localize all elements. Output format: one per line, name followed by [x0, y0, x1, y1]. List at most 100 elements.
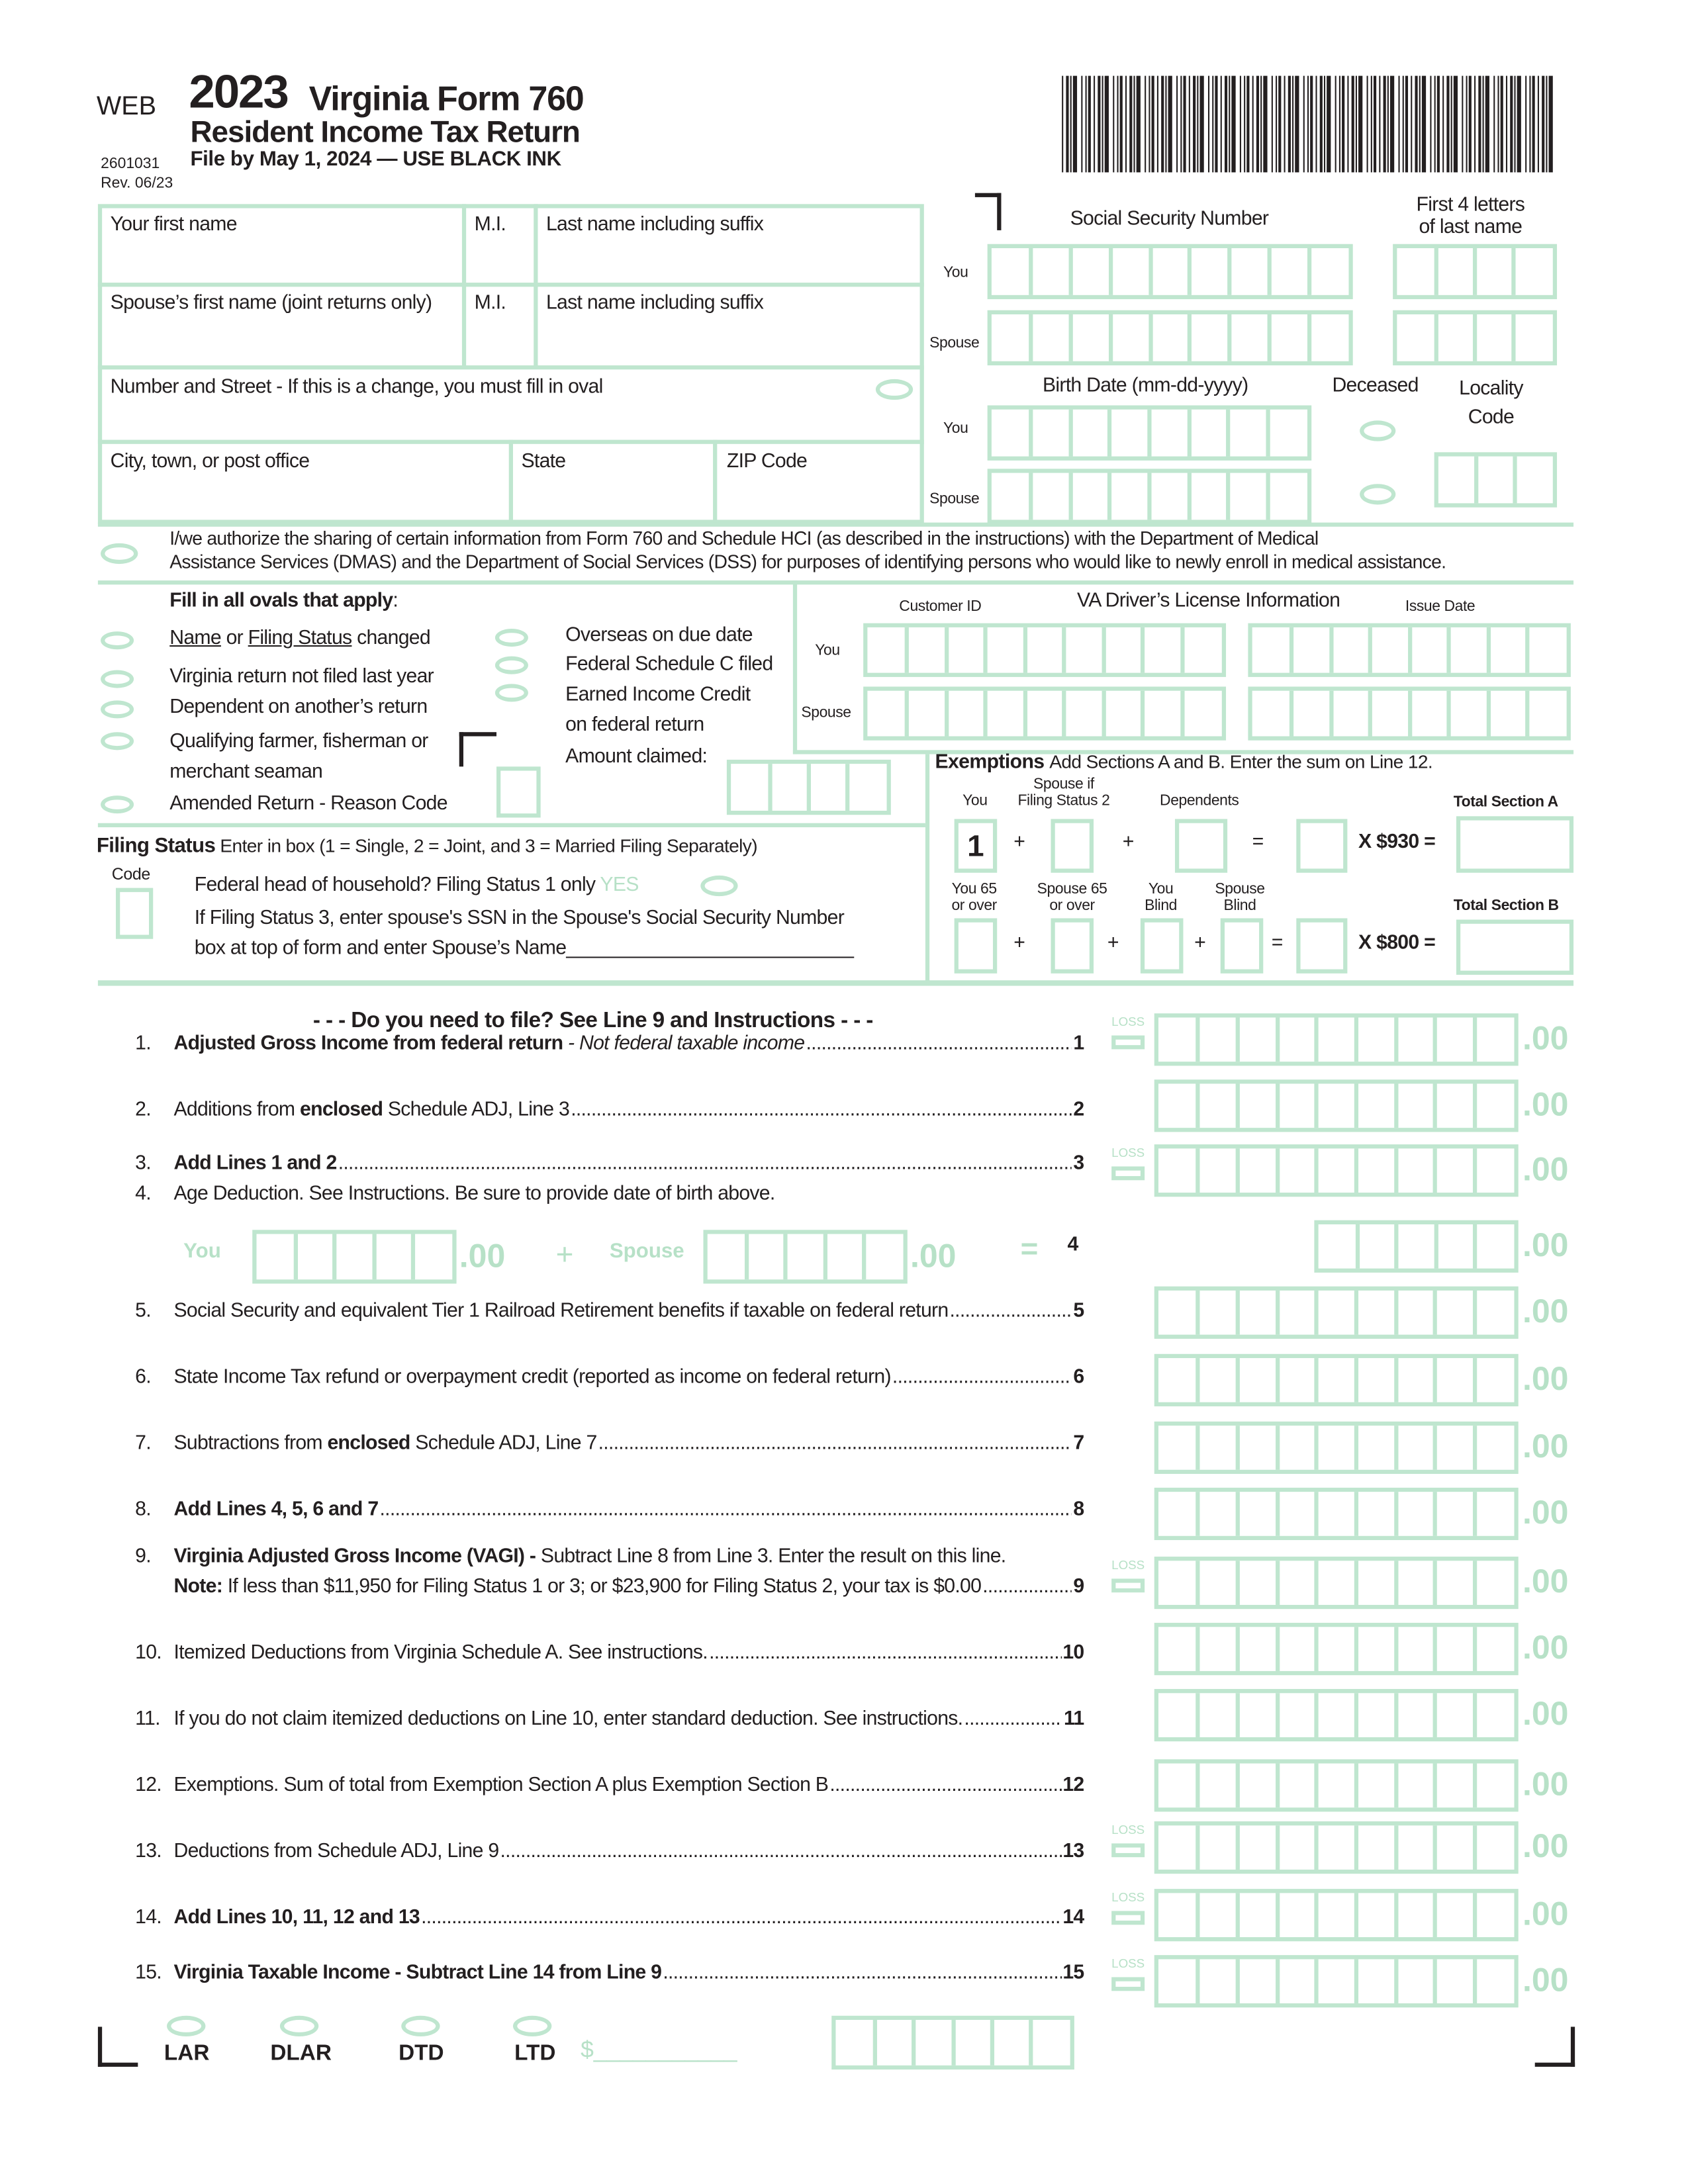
line-amount-input[interactable]	[1154, 1557, 1519, 1610]
locality-code-input[interactable]	[1434, 452, 1558, 508]
line-2: 2. Additions from enclosed Schedule ADJ, …	[135, 1099, 1084, 1120]
line-text: Exemptions. Sum of total from Exemption …	[173, 1774, 828, 1796]
cell-divider	[1472, 1083, 1477, 1128]
line-amount-input[interactable]	[1154, 1623, 1519, 1676]
youblind-input[interactable]	[1140, 918, 1184, 974]
cents-label: .00	[1522, 1293, 1569, 1331]
cell-divider	[1196, 1290, 1200, 1335]
line-amount-input[interactable]	[1154, 1144, 1519, 1197]
line-amount-input[interactable]	[1314, 1220, 1519, 1273]
line-text-segment: Note:	[173, 1576, 223, 1598]
not-filed-oval[interactable]	[101, 670, 134, 688]
issue-date-spouse-input[interactable]	[1248, 686, 1571, 741]
amount-claimed-input[interactable]	[726, 759, 891, 815]
spouse-mi-field[interactable]: M.I.	[474, 292, 506, 314]
barcode-bar	[1415, 75, 1418, 173]
barcode-bar	[1070, 75, 1072, 173]
deceased-spouse-oval[interactable]	[1360, 484, 1396, 505]
line4-spouse-input[interactable]	[703, 1230, 908, 1284]
dollar-field[interactable]: $___________	[581, 2036, 737, 2063]
address-change-oval[interactable]	[875, 379, 914, 400]
barcode-bar	[1278, 75, 1282, 173]
dependent-oval[interactable]	[101, 700, 134, 719]
line-7: 7. Subtractions from enclosed Schedule AD…	[135, 1433, 1084, 1455]
fs3-line2[interactable]: box at top of form and enter Spouse’s Na…	[194, 937, 854, 960]
ssn-spouse-input[interactable]	[987, 310, 1353, 366]
customer-id-you-input[interactable]	[863, 623, 1227, 677]
hoh-yes-oval[interactable]	[700, 875, 738, 897]
eic-oval[interactable]	[494, 684, 528, 702]
ltd-oval[interactable]	[512, 2015, 552, 2037]
lar-oval[interactable]	[167, 2015, 206, 2037]
footer-amount-input[interactable]	[831, 2015, 1074, 2070]
cell-divider	[1432, 1893, 1438, 1938]
amended-oval[interactable]	[101, 796, 134, 814]
name-change-oval[interactable]	[101, 631, 134, 650]
overseas-oval[interactable]	[494, 628, 528, 647]
line-ref-number: 12	[1062, 1774, 1084, 1797]
line-amount-input[interactable]	[1154, 1079, 1519, 1132]
cell-divider	[783, 1234, 788, 1280]
first-name-field[interactable]: Your first name	[110, 213, 238, 236]
zip-field[interactable]: ZIP Code	[726, 451, 808, 473]
line-amount-input[interactable]	[1154, 1487, 1519, 1541]
sp65-input[interactable]	[1051, 918, 1094, 974]
cell-divider	[1314, 1017, 1319, 1062]
authorization-oval[interactable]	[101, 543, 138, 565]
total-a-input[interactable]	[1456, 816, 1574, 873]
first4-spouse-input[interactable]	[1393, 310, 1558, 366]
line-amount-input[interactable]	[1154, 1689, 1519, 1742]
dlar-oval[interactable]	[279, 2015, 319, 2037]
state-field[interactable]: State	[521, 451, 566, 473]
ex-sum-a-input[interactable]	[1296, 819, 1348, 873]
line-amount-input[interactable]	[1154, 1421, 1519, 1475]
cell-divider	[1354, 1893, 1358, 1938]
line-amount-input[interactable]	[1154, 1955, 1519, 2008]
line-amount-input[interactable]	[1154, 1286, 1519, 1339]
ssn-heading: Social Security Number	[1070, 208, 1269, 230]
last-name-field[interactable]: Last name including suffix	[545, 213, 764, 236]
loss-checkbox[interactable]	[1111, 1166, 1145, 1181]
total-b-input[interactable]	[1456, 919, 1574, 975]
line-text-segment: Add Lines 10, 11, 12 and 13	[173, 1907, 420, 1929]
spouse-last-name-field[interactable]: Last name including suffix	[545, 292, 764, 314]
you65-input[interactable]	[954, 918, 998, 974]
spblind-input[interactable]	[1220, 918, 1264, 974]
loss-checkbox[interactable]	[1111, 1035, 1145, 1050]
deceased-you-oval[interactable]	[1360, 420, 1396, 441]
line-amount-input[interactable]	[1154, 1759, 1519, 1812]
line4-you-input[interactable]	[252, 1230, 457, 1284]
line-text-segment: If you do not claim itemized deductions …	[173, 1708, 963, 1731]
ssn-you-input[interactable]	[987, 244, 1353, 300]
first4-you-input[interactable]	[1393, 244, 1558, 300]
cell-divider	[1314, 1693, 1319, 1737]
line-amount-input[interactable]	[1154, 1353, 1519, 1406]
loss-checkbox[interactable]	[1111, 1977, 1145, 1991]
filing-status-code-input[interactable]	[115, 887, 154, 939]
birth-date-you-input[interactable]	[987, 405, 1312, 461]
line-amount-input[interactable]	[1154, 1821, 1519, 1874]
loss-checkbox[interactable]	[1111, 1911, 1145, 1925]
street-field[interactable]: Number and Street - If this is a change,…	[110, 376, 604, 399]
issue-date-you-input[interactable]	[1248, 623, 1571, 677]
dtd-oval[interactable]	[401, 2015, 440, 2037]
birth-date-spouse-input[interactable]	[987, 469, 1312, 524]
line-number: 10.	[135, 1642, 162, 1664]
mi-field[interactable]: M.I.	[474, 213, 506, 236]
customer-id-spouse-input[interactable]	[863, 686, 1227, 741]
ex-dependents-input[interactable]	[1174, 819, 1228, 873]
ex-sum-b-input[interactable]	[1296, 918, 1348, 974]
cents-label: .00	[459, 1238, 506, 1276]
reason-code-input[interactable]	[496, 766, 541, 818]
ex-spouse-input[interactable]	[1051, 819, 1094, 873]
schedule-c-oval[interactable]	[494, 656, 528, 674]
line-amount-input[interactable]	[1154, 1889, 1519, 1942]
loss-checkbox[interactable]	[1111, 1578, 1145, 1593]
spouse-first-name-field[interactable]: Spouse’s first name (joint returns only)	[110, 292, 432, 314]
ex-you-input[interactable]: 1	[954, 819, 998, 873]
line-amount-input[interactable]	[1154, 1013, 1519, 1066]
farmer-oval[interactable]	[101, 732, 134, 751]
line-number: 13.	[135, 1841, 162, 1863]
city-field[interactable]: City, town, or post office	[110, 451, 310, 473]
loss-checkbox[interactable]	[1111, 1843, 1145, 1858]
